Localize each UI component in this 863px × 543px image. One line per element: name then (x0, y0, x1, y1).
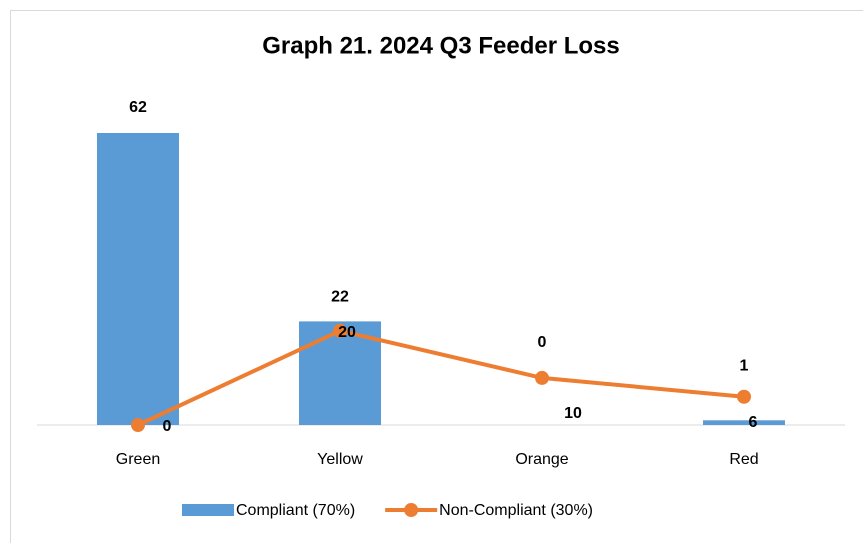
legend-label: Compliant (70%) (236, 502, 355, 519)
chart-title: Graph 21. 2024 Q3 Feeder Loss (262, 32, 620, 59)
data-label: 0 (163, 418, 172, 435)
data-label: 10 (564, 405, 582, 422)
line (137, 328, 745, 427)
legend-swatch (404, 503, 419, 517)
bar (703, 420, 785, 425)
x-tick-label: Green (116, 451, 160, 468)
data-label: 22 (331, 289, 349, 306)
bar (97, 133, 179, 425)
data-label: 20 (338, 324, 356, 341)
marker (737, 389, 751, 404)
x-tick-label: Orange (515, 451, 568, 468)
marker (131, 418, 145, 432)
marker (535, 370, 549, 385)
x-tick-label: Red (729, 451, 758, 468)
data-label: 1 (740, 358, 749, 375)
legend-swatch (182, 504, 234, 516)
data-label: 6 (749, 414, 758, 431)
x-tick-label: Yellow (317, 451, 363, 468)
marker (333, 323, 347, 338)
data-label: 0 (538, 334, 547, 351)
legend-label: Non-Compliant (30%) (439, 502, 593, 519)
data-label: 62 (129, 99, 147, 116)
